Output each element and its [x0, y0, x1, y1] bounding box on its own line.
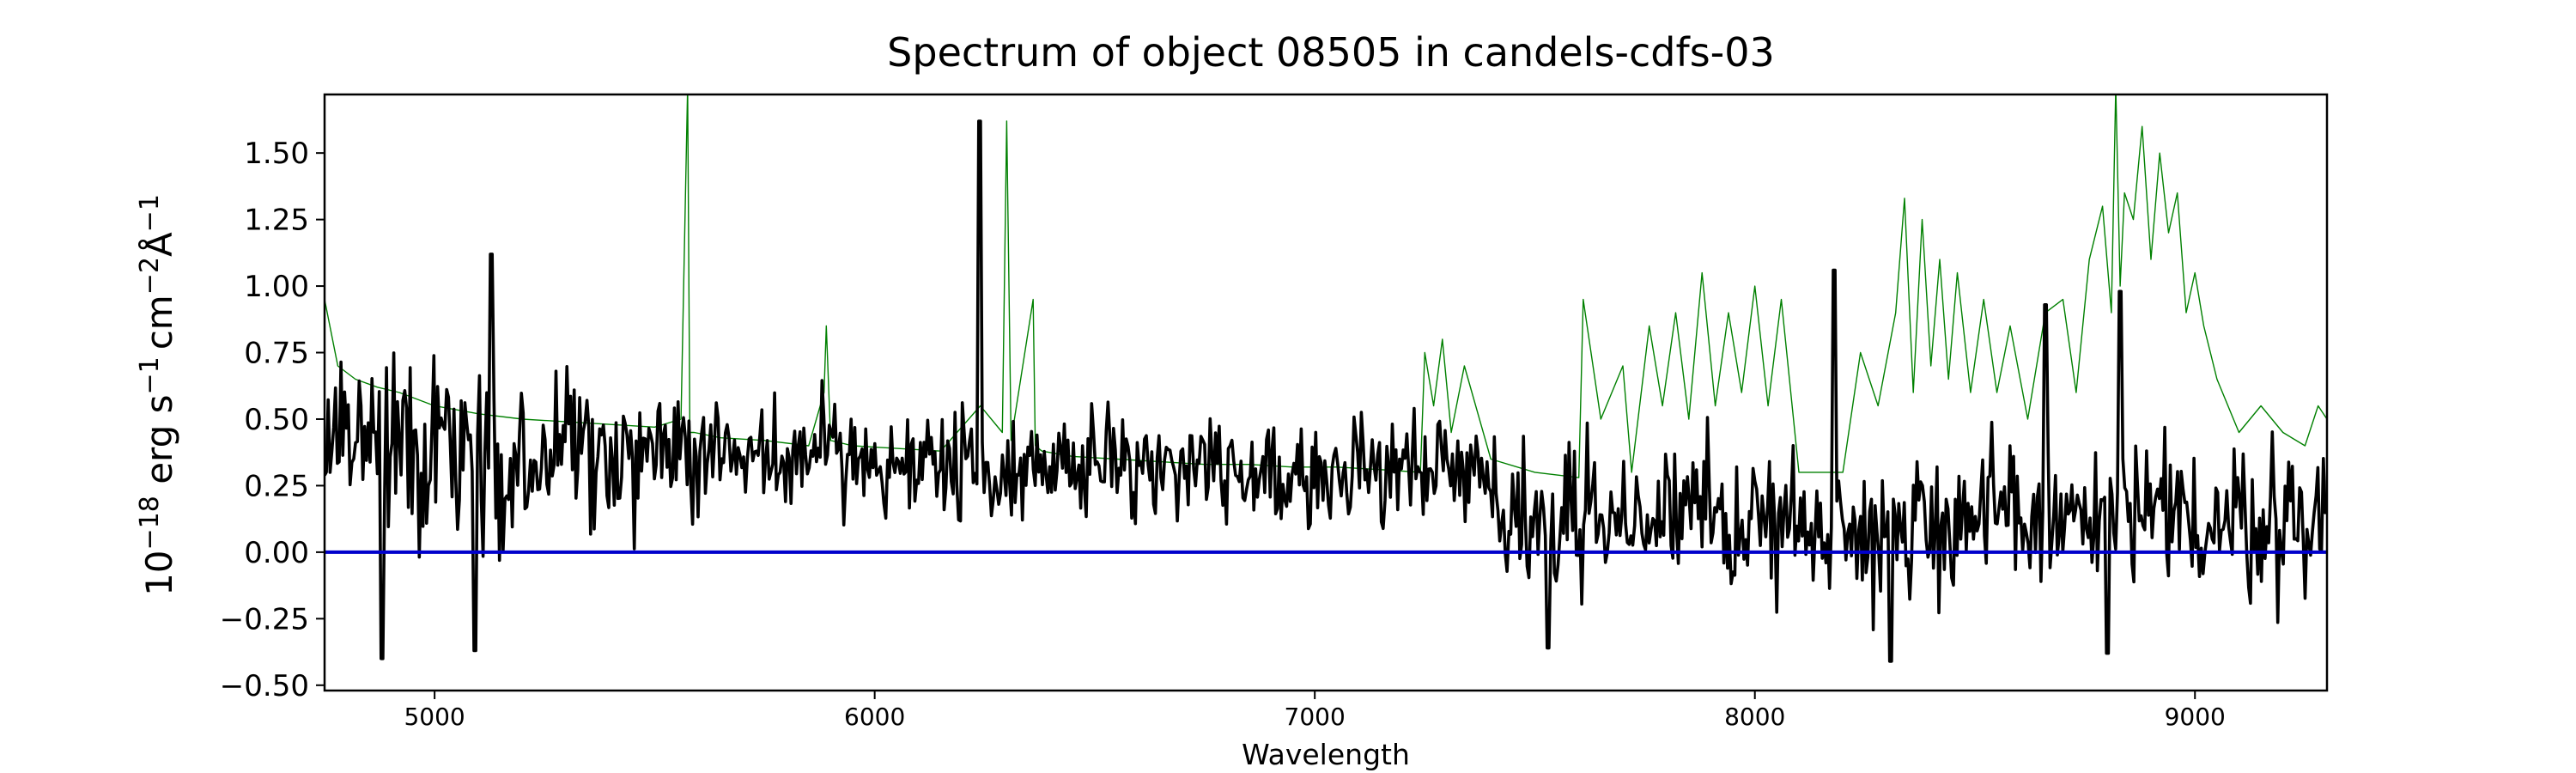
- y-tick-label: −0.50: [220, 669, 309, 703]
- y-tick-label: 1.00: [244, 270, 309, 304]
- x-tick-label: 7000: [1285, 703, 1346, 731]
- y-tick-label: 0.75: [244, 337, 309, 371]
- x-axis-label: Wavelength: [1242, 738, 1410, 771]
- y-tick-label: 1.50: [244, 137, 309, 171]
- y-label-exp1: −1: [135, 356, 165, 394]
- x-tick-label: 5000: [404, 703, 465, 731]
- y-tick-label: 1.25: [244, 204, 309, 238]
- x-tick-label: 8000: [1724, 703, 1785, 731]
- y-axis-label: 10−18 erg s−1cm−2Å−1: [135, 194, 180, 596]
- y-tick-label: 0.00: [244, 536, 309, 570]
- y-tick-label: −0.25: [220, 602, 309, 636]
- y-axis: −0.50 −0.25 0.00 0.25 0.50 0.75 1.00 1.25 1.50: [220, 137, 325, 703]
- y-label-unit2: cm: [138, 295, 180, 350]
- y-tick-label: 0.25: [244, 469, 309, 503]
- y-label-unit3: Å: [137, 232, 180, 257]
- model-spectrum-line: [325, 94, 2327, 478]
- x-axis: 5000 6000 7000 8000 9000: [404, 691, 2226, 731]
- y-label-exp3: −1: [135, 194, 165, 232]
- x-tick-label: 9000: [2165, 703, 2226, 731]
- y-label-exp2: −2: [135, 257, 165, 295]
- y-label-base: 10: [138, 550, 180, 595]
- x-tick-label: 6000: [844, 703, 905, 731]
- y-label-unit1: erg s: [138, 395, 180, 496]
- chart-title: Spectrum of object 08505 in candels-cdfs…: [887, 29, 1775, 76]
- observed-spectrum-line: [325, 119, 2327, 663]
- series-layer: [325, 94, 2327, 663]
- y-label-exp: −18: [135, 496, 165, 550]
- plot-frame: [323, 93, 2329, 692]
- y-tick-label: 0.50: [244, 403, 309, 437]
